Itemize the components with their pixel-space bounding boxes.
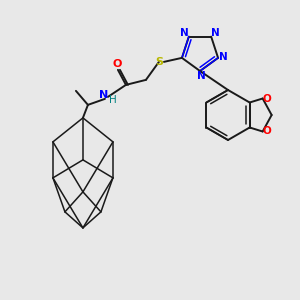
Text: N: N [181, 28, 189, 38]
Text: S: S [155, 57, 163, 67]
Text: N: N [99, 90, 109, 100]
Text: N: N [211, 28, 220, 38]
Text: H: H [109, 95, 117, 105]
Text: O: O [112, 59, 122, 69]
Text: O: O [262, 94, 271, 103]
Text: N: N [219, 52, 227, 62]
Text: O: O [262, 127, 271, 136]
Text: N: N [196, 71, 206, 81]
